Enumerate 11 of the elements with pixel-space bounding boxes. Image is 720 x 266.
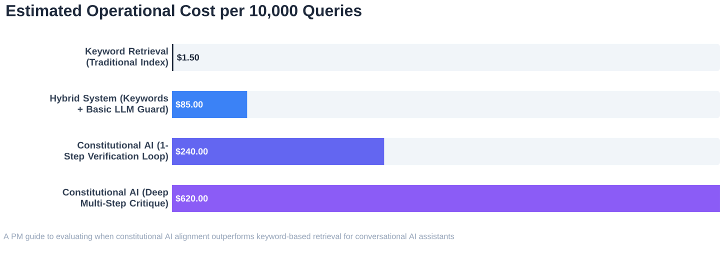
text: A PM guide to evaluating when constitutional AI alignment outperforms keyword-based retrieval for conversational AI assistants: [4, 233, 454, 241]
data-label: $620.00: [176, 194, 208, 202]
y-tick-label: Keyword Retrieval (Traditional Index): [86, 48, 168, 68]
y-tick-label: Constitutional AI (1-Step Verification Loop): [64, 142, 168, 162]
data-label: $85.00: [176, 100, 203, 108]
y-tick-label: Hybrid System (Keywords + Basic LLM Guard): [50, 94, 168, 114]
data-label: $1.50: [176, 54, 200, 62]
y-tick-label: Constitutional AI (Deep Multi-Step Critique): [62, 188, 168, 208]
chart-title: Estimated Operational Cost per 10,000 Queries: [6, 4, 362, 20]
data-label: $240.00: [176, 148, 208, 156]
bar: [172, 91, 248, 118]
